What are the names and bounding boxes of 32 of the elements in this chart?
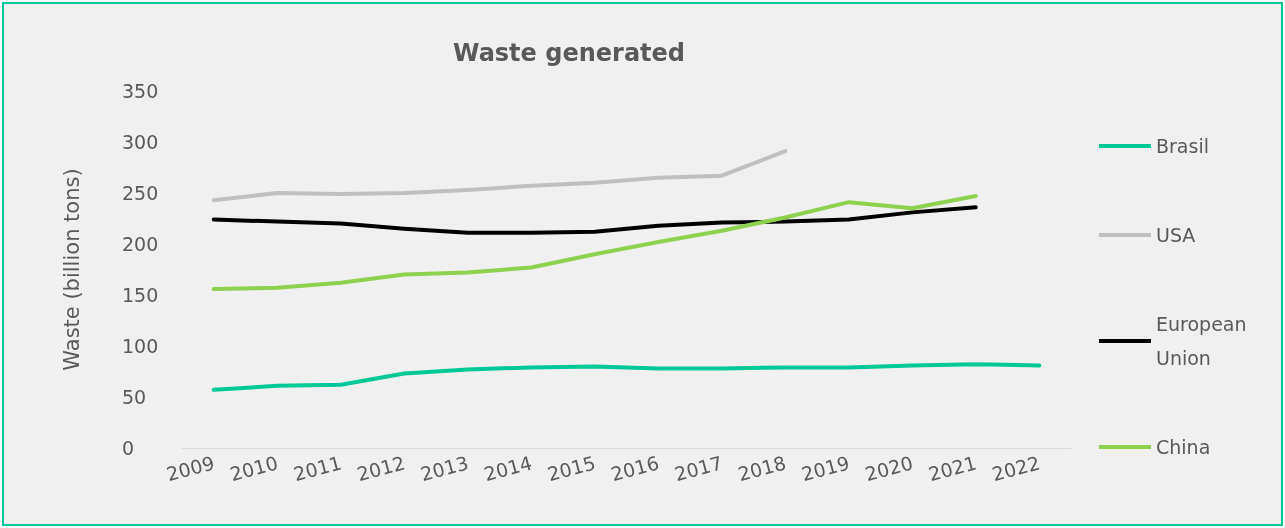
x-tick-label: 2009 <box>164 451 217 486</box>
y-tick-label: 50 <box>122 386 147 408</box>
y-tick-label: 150 <box>122 284 159 306</box>
x-tick-label: 2013 <box>418 451 471 486</box>
legend-label: China <box>1156 436 1211 458</box>
x-tick-label: 2014 <box>481 451 535 486</box>
x-tick-label: 2022 <box>989 451 1043 486</box>
line-series <box>211 149 788 203</box>
x-tick-label: 2021 <box>926 451 979 486</box>
x-tick-label: 2016 <box>608 451 662 486</box>
legend-label: Brasil <box>1156 135 1209 157</box>
line-series <box>211 205 978 235</box>
x-tick-label: 2011 <box>291 451 344 486</box>
line-series <box>211 362 1042 392</box>
legend-label: USA <box>1156 224 1196 246</box>
legend-label: European Union <box>1156 313 1253 369</box>
line-series <box>211 194 978 291</box>
x-tick-label: 2019 <box>799 451 852 486</box>
y-tick-label: 0 <box>122 437 135 459</box>
x-tick-label: 2015 <box>545 451 598 486</box>
x-tick-label: 2020 <box>862 451 916 486</box>
x-tick-label: 2010 <box>227 451 281 486</box>
y-tick-label: 300 <box>122 131 159 153</box>
chart-title: Waste generated <box>453 39 685 67</box>
x-tick-label: 2018 <box>735 451 789 486</box>
y-axis-title: Waste (billion tons) <box>59 168 84 371</box>
y-tick-label: 350 <box>122 80 159 102</box>
y-tick-label: 100 <box>122 335 159 357</box>
x-tick-label: 2012 <box>354 451 408 486</box>
y-tick-label: 200 <box>122 233 159 255</box>
y-tick-label: 250 <box>122 182 159 204</box>
x-tick-label: 2017 <box>672 451 725 486</box>
